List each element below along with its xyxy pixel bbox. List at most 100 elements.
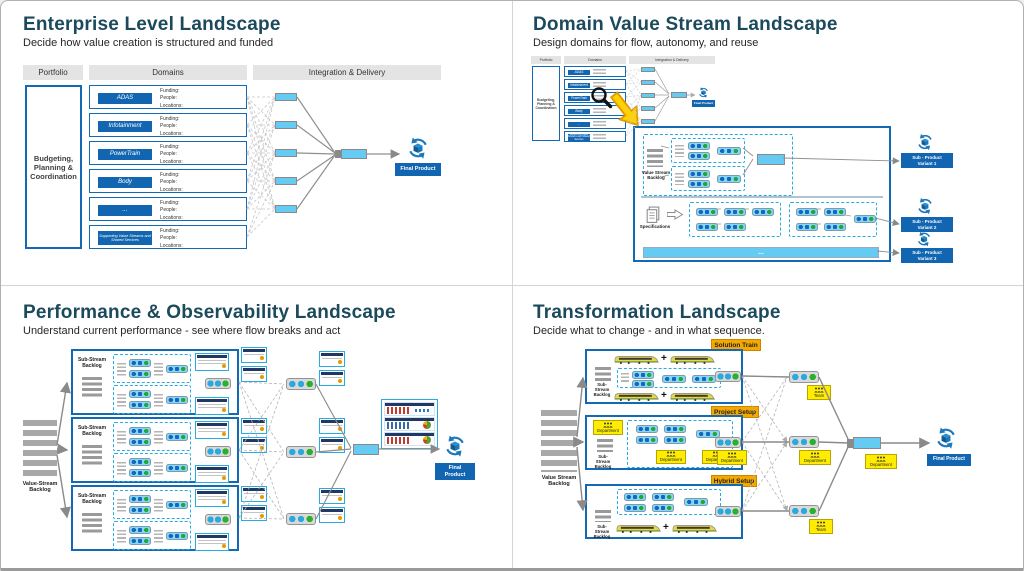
dashboard-thumb [241, 486, 267, 502]
panel-enterprise-level-landscape: Enterprise Level Landscape Decide how va… [1, 1, 513, 285]
dashboard-row [384, 432, 435, 446]
specifications-icon [645, 206, 661, 224]
dashboard-thumb [195, 533, 229, 551]
panel-title: Performance & Observability Landscape [23, 302, 396, 323]
sub-stream-backlog-label: Sub- Stream Backlog [593, 382, 611, 397]
backlog-icon [595, 510, 611, 522]
train-coupler: + [661, 353, 667, 364]
delivery-node [353, 444, 379, 455]
team-pill [129, 537, 151, 545]
dashboard-thumb [195, 397, 229, 415]
sub-stream-backlog-label: Sub- Stream Backlog [593, 524, 611, 539]
panel-title: Transformation Landscape [533, 302, 781, 323]
team-pill [166, 433, 188, 441]
team-pill [664, 425, 686, 433]
team-pill [129, 427, 151, 435]
integration-node [275, 205, 297, 213]
train-icon [613, 390, 659, 402]
backlog-doc-icon [154, 363, 163, 376]
backlog-doc-icon [117, 394, 126, 407]
team-pill [632, 380, 654, 388]
train-icon [615, 522, 661, 534]
variant-badge: Sub - Product Variant 2 [901, 217, 953, 232]
mini-portfolio-box: Budgeting, Planning & Coordination [532, 66, 560, 141]
team-pill [636, 436, 658, 444]
department-tag: Department [865, 454, 897, 469]
delivery-node [341, 149, 367, 159]
sub-stream-backlog-label: Sub-Stream Backlog [77, 493, 107, 505]
variant-badge: Sub - Product Variant 3 [901, 248, 953, 263]
value-stream-backlog-icon [541, 410, 577, 472]
team-pill [166, 501, 188, 509]
aggregation-node [789, 505, 819, 517]
variant-badge: Sub - Product Variant 1 [901, 153, 953, 168]
domain-fields: Funding: People: Locations: [160, 88, 183, 109]
value-stream-backlog-label: Value-Stream Backlog [22, 481, 58, 493]
backlog-icon [595, 367, 611, 381]
mini-fields [593, 69, 606, 76]
mini-domain-button: Infotainment [568, 83, 590, 88]
sub-product-node [757, 154, 785, 165]
team-group [617, 489, 721, 515]
team-pill [724, 223, 746, 231]
sub-stream-box: Sub-Stream Backlog [71, 485, 239, 551]
domain-row: Supporting Value Streams and Shared Serv… [89, 225, 247, 249]
team-pill [684, 498, 708, 506]
stream-node [205, 514, 231, 525]
integration-node [275, 121, 297, 129]
team-pill [129, 469, 151, 477]
integration-node [275, 177, 297, 185]
panel-transformation-landscape: Transformation Landscape Decide what to … [513, 287, 1023, 568]
dashboard-thumb [319, 370, 345, 386]
value-stream-backlog-label: Value Stream Backlog [541, 475, 577, 487]
backlog-doc-icon [117, 431, 126, 444]
value-stream-backlog-icon [647, 149, 663, 167]
backlog-doc-icon [154, 462, 163, 475]
mini-domain-row: ADAS [564, 66, 626, 77]
domain-button: Body [98, 177, 152, 188]
panel-subtitle: Design domains for flow, autonomy, and r… [533, 37, 759, 49]
domain-row: Body Funding: People: Locations: [89, 169, 247, 193]
domain-row: ... Funding: People: Locations: [89, 197, 247, 221]
panel-title: Domain Value Stream Landscape [533, 14, 838, 35]
backlog-icon [82, 513, 102, 535]
team-pill [717, 147, 741, 155]
mini-node [641, 67, 655, 72]
team-pill [632, 371, 654, 379]
specifications-label: Specifications [639, 224, 671, 229]
mini-delivery-node [671, 92, 687, 98]
big-dashboard [381, 399, 438, 449]
merge-connector [335, 150, 341, 158]
team-pill [688, 142, 710, 150]
dashboard-thumb [195, 353, 229, 371]
department-tag: Department [656, 450, 686, 464]
mini-final-product-icon [697, 86, 710, 99]
domain-row: ADAS Funding: People: Locations: [89, 85, 247, 109]
team-pill [129, 359, 151, 367]
panel-subtitle: Decide what to change - and in what sequ… [533, 325, 765, 337]
team-pill [688, 180, 710, 188]
team-group [113, 453, 191, 482]
team-pill [752, 208, 774, 216]
team-pill [824, 208, 846, 216]
team-pill [129, 401, 151, 409]
backlog-doc-icon [154, 394, 163, 407]
team-group [671, 166, 745, 191]
team-pill [166, 532, 188, 540]
horizontal-divider [1, 285, 1023, 286]
team-group: Department Department [627, 420, 733, 468]
aggregation-node [789, 371, 819, 383]
panel-subtitle: Understand current performance - see whe… [23, 325, 341, 337]
product-icon [915, 230, 933, 248]
stream-node [715, 437, 741, 448]
backlog-doc-icon [154, 431, 163, 444]
final-product-icon [442, 433, 468, 459]
team-pill [624, 493, 646, 501]
panel-title: Enterprise Level Landscape [23, 14, 281, 35]
product-icon [915, 196, 935, 216]
mini-domain-button: ADAS [568, 70, 590, 75]
train-icon [613, 353, 659, 365]
merge-connector [847, 439, 853, 448]
domain-row: Infotainment Funding: People: Locations: [89, 113, 247, 137]
